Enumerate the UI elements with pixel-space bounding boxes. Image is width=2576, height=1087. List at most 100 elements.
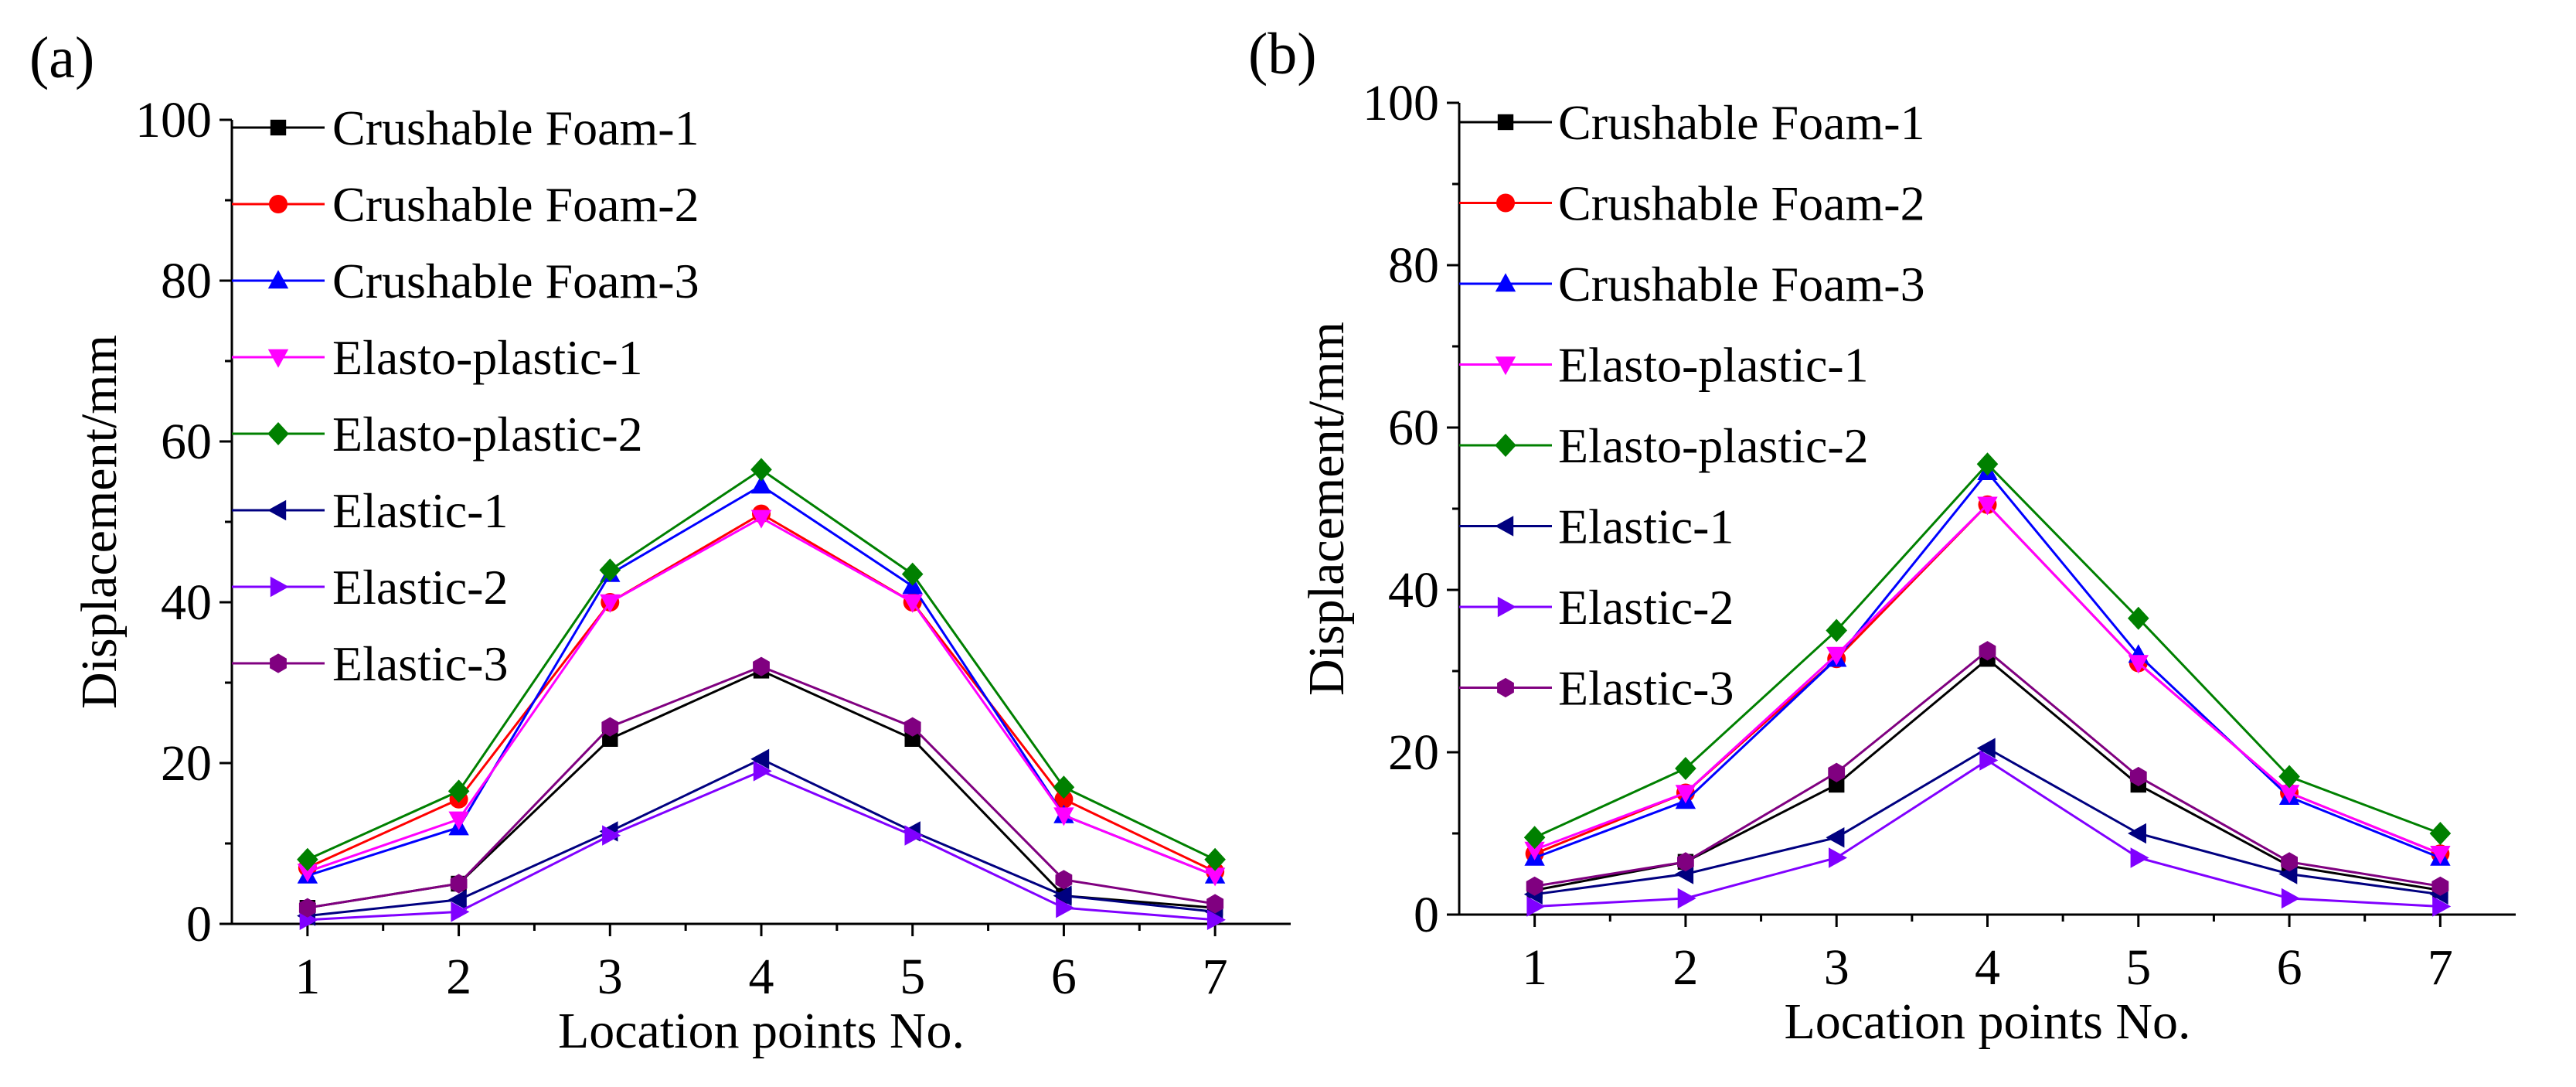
data-point <box>2429 822 2452 845</box>
panel-label: (b) <box>1248 22 1317 87</box>
legend-item: Elastic-2 <box>232 560 508 615</box>
data-point <box>750 509 772 529</box>
data-point <box>750 458 772 482</box>
data-point <box>2128 655 2149 674</box>
data-point <box>2129 766 2147 787</box>
series-elastic-3 <box>298 656 1224 918</box>
data-point <box>2430 846 2451 864</box>
legend-marker <box>1497 596 1516 618</box>
legend-label: Elastic-2 <box>332 560 508 615</box>
legend-label: Crushable Foam-1 <box>1558 95 1925 150</box>
legend-item: Elasto-plastic-1 <box>1459 338 1869 393</box>
data-point <box>2278 765 2300 789</box>
data-point <box>1976 738 1996 758</box>
data-point <box>1206 894 1224 914</box>
legend-marker <box>270 119 287 136</box>
legend-label: Crushable Foam-3 <box>332 254 699 308</box>
series-elastic-2 <box>299 761 1226 930</box>
data-point <box>903 717 921 737</box>
y-tick-label: 40 <box>161 574 212 631</box>
legend-item: Crushable Foam-3 <box>232 254 699 308</box>
data-point <box>1053 885 1072 906</box>
data-point <box>1054 789 1074 809</box>
legend-item: Crushable Foam-2 <box>1459 176 1925 231</box>
data-point <box>750 475 772 494</box>
data-point <box>1526 896 1546 917</box>
y-tick-label: 20 <box>161 735 212 792</box>
legend-item: Elasto-plastic-1 <box>232 330 643 385</box>
legend: Crushable Foam-1 Crushable Foam-2 Crushabl… <box>1459 95 1925 716</box>
legend-item: Crushable Foam-2 <box>232 177 699 232</box>
chart-panel-b: (b) 0 20 40 60 80 100 1 2 3 4 5 6 7 Location points No… <box>1248 22 2516 1050</box>
legend-item: Elastic-3 <box>232 636 508 691</box>
data-point <box>750 748 770 769</box>
y-tick-label: 100 <box>135 92 212 148</box>
series-crushable-foam-1 <box>299 663 1223 916</box>
data-point <box>1206 909 1226 930</box>
data-point <box>1828 762 1846 782</box>
data-point <box>1675 785 1696 804</box>
data-point <box>753 656 770 676</box>
legend-marker <box>269 195 288 213</box>
data-point <box>1053 807 1074 826</box>
data-point <box>1826 827 1845 848</box>
legend-marker <box>267 422 289 445</box>
legend-label: Elastic-3 <box>332 636 508 691</box>
legend-marker <box>1497 677 1514 698</box>
data-point <box>298 898 316 918</box>
x-tick-label: 3 <box>597 949 623 1005</box>
data-point <box>451 901 470 922</box>
data-point <box>599 558 621 582</box>
data-point <box>2431 876 2449 896</box>
x-tick-label: 7 <box>1203 949 1228 1005</box>
data-point <box>2281 888 2300 909</box>
y-tick-label: 100 <box>1363 75 1439 131</box>
data-point <box>447 779 470 803</box>
legend-item: Elastic-3 <box>1459 661 1734 716</box>
data-point <box>2432 896 2452 917</box>
legend-marker <box>1495 356 1516 376</box>
data-point <box>1204 867 1226 887</box>
legend-label: Elastic-2 <box>1558 580 1734 635</box>
series-line <box>307 669 1216 909</box>
legend-marker <box>1495 273 1516 292</box>
x-tick-label: 6 <box>2277 939 2302 996</box>
legend-marker <box>1495 516 1514 537</box>
legend-item: Elastic-1 <box>232 483 508 538</box>
legend-marker <box>270 653 287 673</box>
x-tick-label: 6 <box>1051 949 1077 1005</box>
data-point <box>1977 496 1998 516</box>
legend-item: Elastic-1 <box>1459 499 1734 554</box>
series-elasto-plastic-1 <box>1524 496 2451 864</box>
legend-item: Crushable Foam-1 <box>1459 95 1925 150</box>
legend-marker <box>267 270 289 289</box>
x-tick-label: 7 <box>2428 939 2453 996</box>
data-point <box>1053 775 1075 799</box>
x-axis-title: Location points No. <box>558 1003 965 1059</box>
data-point <box>602 731 618 747</box>
series-elastic-3 <box>1526 641 2449 896</box>
data-point <box>1204 847 1226 871</box>
data-point <box>450 874 468 894</box>
legend: Crushable Foam-1 Crushable Foam-2 Crushabl… <box>232 101 699 691</box>
data-point <box>1826 646 1847 666</box>
legend-marker <box>267 349 289 368</box>
x-axis-title: Location points No. <box>1784 993 2190 1050</box>
y-tick-label: 20 <box>1388 724 1439 781</box>
data-point <box>1829 847 1847 868</box>
legend-label: Elasto-plastic-1 <box>332 330 643 385</box>
panel-label: (a) <box>29 26 94 90</box>
x-tick-label: 3 <box>1824 939 1849 996</box>
data-point <box>2128 823 2146 844</box>
legend-marker <box>1496 193 1515 213</box>
data-point <box>1829 776 1845 793</box>
y-axis-title: Displacement/mm <box>71 335 128 709</box>
y-tick-label: 40 <box>1388 562 1439 618</box>
data-point <box>601 717 619 737</box>
data-point <box>1979 750 1999 771</box>
x-tick-label: 5 <box>900 949 925 1005</box>
y-tick-label: 0 <box>1414 887 1439 943</box>
data-point <box>753 761 772 782</box>
chart-panel-a: (a) 0 20 40 60 80 100 1 2 3 4 5 6 7 Location points No… <box>29 26 1291 1059</box>
data-point <box>902 594 923 613</box>
